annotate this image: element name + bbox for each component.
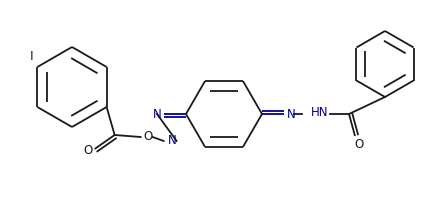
Text: HN: HN — [311, 106, 329, 120]
Text: O: O — [83, 145, 92, 157]
Text: I: I — [30, 50, 33, 63]
Text: N: N — [153, 108, 161, 120]
Text: O: O — [354, 138, 364, 150]
Text: O: O — [143, 129, 152, 143]
Text: N: N — [168, 134, 177, 148]
Text: N: N — [287, 108, 295, 120]
